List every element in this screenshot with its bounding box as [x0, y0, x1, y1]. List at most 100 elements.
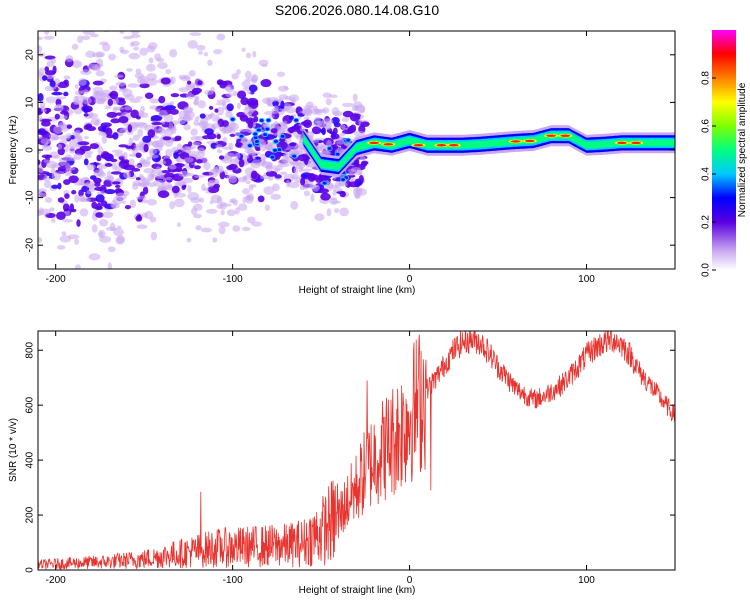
spectrogram-blob: [334, 208, 340, 214]
spectrogram-blob: [318, 188, 330, 194]
spectrogram-blob: [237, 203, 248, 211]
spectrogram-blob: [118, 115, 129, 124]
spectrogram-blob: [174, 198, 185, 208]
y-tick-label: 600: [25, 396, 36, 413]
spectrogram-blob: [310, 108, 320, 115]
spectrogram-blob: [109, 222, 116, 232]
spectrogram-blob: [144, 92, 154, 99]
spectrogram-blob: [174, 135, 182, 140]
spectrogram-blob: [107, 20, 116, 23]
spectrogram-blob: [127, 83, 140, 88]
spectrogram-blob: [129, 199, 137, 209]
spectrogram-blob: [352, 93, 358, 102]
spectrogram-blob: [97, 146, 104, 155]
spectrogram-blob: [200, 227, 213, 233]
chart-title: S206.2026.080.14.08.G10: [275, 2, 439, 18]
spectrogram-blob: [81, 89, 90, 94]
spectrogram-blob: [300, 177, 306, 186]
spectrogram-blob: [196, 159, 203, 164]
spectrogram-blob: [68, 140, 77, 150]
spectrogram-blob: [96, 99, 106, 105]
spectrogram-blob: [62, 203, 70, 212]
spectrogram-peak: [293, 117, 300, 123]
spectrogram-blob: [252, 50, 257, 58]
spectrogram-blob: [261, 64, 268, 68]
spectrogram-blob: [64, 154, 73, 162]
spectrogram-blob: [176, 222, 181, 228]
spectrogram-blob: [94, 8, 99, 11]
spectrogram-blob: [183, 114, 192, 122]
spectrogram-blob: [216, 106, 224, 116]
spectrogram-blob: [207, 59, 213, 67]
spectrogram-peak: [255, 127, 262, 133]
spectrogram-blob: [203, 187, 210, 192]
spectrogram-blob: [170, 93, 180, 98]
spectrogram-blob: [54, 104, 64, 112]
spectrogram-blob: [74, 264, 82, 269]
spectrogram-blob: [210, 194, 222, 204]
spectrogram-blob: [345, 180, 352, 188]
spectrogram-blob: [92, 86, 104, 93]
spectrogram-blob: [63, 179, 71, 185]
spectrogram-blob: [302, 108, 311, 116]
spectrogram-blob: [38, 45, 43, 53]
spectrogram-blob: [196, 122, 206, 126]
y-tick-label: 0: [25, 567, 36, 573]
x-tick-label: -100: [223, 575, 243, 586]
spectrogram-blob: [263, 186, 275, 195]
spectrogram-blob: [94, 63, 101, 71]
spectrogram-blob: [165, 69, 172, 75]
spectrogram-blob: [57, 182, 62, 190]
spectrogram-blob: [38, 192, 48, 198]
spectrogram-blob: [77, 141, 90, 146]
spectrogram-blob: [326, 208, 332, 217]
spectrogram-blob: [136, 75, 149, 85]
spectrogram-blob: [113, 106, 125, 111]
spectrogram-blob: [293, 166, 299, 175]
spectrogram-blob: [197, 147, 206, 154]
spectrogram-blob: [96, 191, 106, 195]
spectrogram-blob: [311, 126, 322, 135]
spectrogram-blob: [278, 94, 289, 100]
spectrogram-blob: [159, 186, 167, 191]
spectrogram-blob: [93, 177, 102, 184]
spectrogram-blob: [128, 52, 141, 60]
spectrogram-blob: [160, 77, 171, 85]
spectrogram-blob: [329, 198, 338, 205]
spectrogram-blob: [315, 177, 323, 183]
ridge-core-hot: [546, 134, 557, 137]
spectrogram-blob: [74, 134, 83, 140]
spectrogram-blob: [43, 175, 51, 182]
y-tick-label: 0: [25, 147, 36, 153]
spectrogram-blob: [137, 128, 143, 137]
spectrogram-blob: [73, 153, 83, 160]
spectrogram-blob: [124, 205, 131, 210]
spectrogram-blob: [360, 160, 369, 166]
spectrogram-blob: [149, 173, 154, 180]
spectrogram-blob: [151, 121, 163, 126]
spectrogram-x-label: Height of straight line (km): [299, 285, 416, 296]
spectrogram-blob: [246, 90, 252, 95]
spectrogram-blob: [89, 143, 99, 150]
spectrogram-blob: [190, 128, 198, 136]
spectrogram-blob: [300, 168, 313, 172]
spectrogram-blob: [136, 23, 143, 29]
spectrogram-blob: [218, 226, 226, 235]
spectrogram-blob: [320, 128, 326, 134]
spectrogram-blob: [141, 212, 149, 218]
spectrogram-blob: [240, 97, 249, 106]
spectrogram-blob: [99, 235, 112, 243]
spectrogram-blob: [213, 183, 221, 189]
spectrogram-blob: [51, 171, 62, 181]
spectrogram-blob: [350, 167, 361, 173]
spectrogram-peak: [291, 153, 298, 159]
spectrogram-blob: [99, 231, 104, 238]
spectrogram-blob: [276, 71, 286, 77]
spectrogram-blob: [336, 140, 346, 145]
spectrogram-blob: [330, 133, 340, 140]
spectrogram-blob: [128, 137, 134, 145]
spectrogram-blob: [287, 127, 296, 133]
spectrogram-blob: [130, 33, 141, 39]
spectrogram-blob: [119, 31, 125, 34]
